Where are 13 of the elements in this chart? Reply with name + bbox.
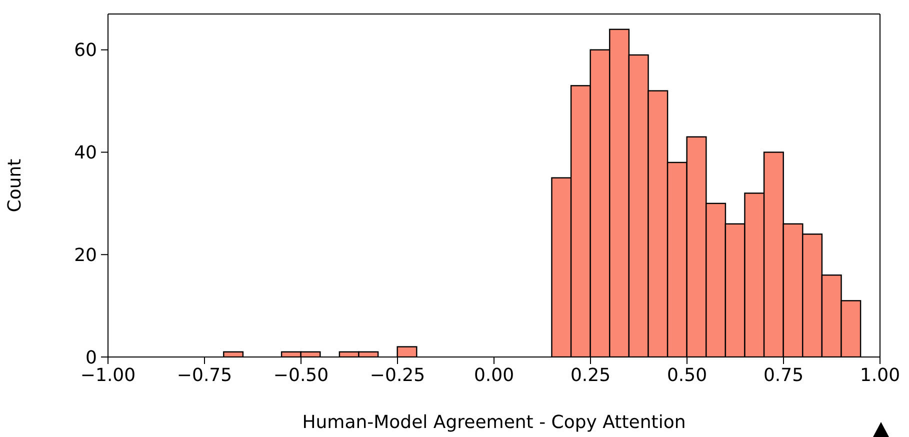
x-axis-title: Human-Model Agreement - Copy Attention (302, 412, 686, 433)
x-tick-label: 0.75 (763, 364, 804, 386)
x-tick-label: 0.25 (570, 364, 611, 386)
x-tick-label: 1.00 (860, 364, 900, 386)
x-tick-label: −0.50 (273, 364, 329, 386)
y-tick-label: 40 (74, 142, 97, 164)
x-tick-label: 0.50 (666, 364, 708, 386)
x-tick-label: −0.25 (370, 364, 426, 386)
y-tick-label: 20 (74, 245, 97, 266)
y-axis-title: Count (4, 158, 26, 212)
x-tick-label: −0.75 (176, 364, 232, 386)
y-tick-label: 60 (74, 40, 97, 62)
x-tick-label: 0.00 (474, 364, 514, 386)
